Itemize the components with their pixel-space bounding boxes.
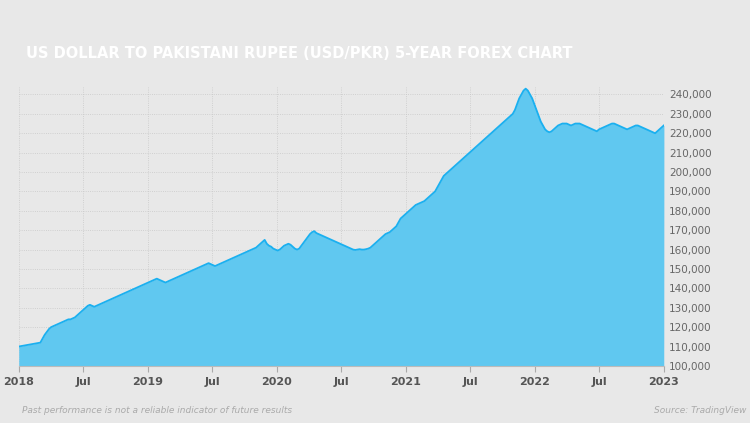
Text: Source: TradingView: Source: TradingView: [654, 407, 746, 415]
Text: US DOLLAR TO PAKISTANI RUPEE (USD/PKR) 5-YEAR FOREX CHART: US DOLLAR TO PAKISTANI RUPEE (USD/PKR) 5…: [26, 47, 573, 61]
Text: Past performance is not a reliable indicator of future results: Past performance is not a reliable indic…: [22, 407, 292, 415]
